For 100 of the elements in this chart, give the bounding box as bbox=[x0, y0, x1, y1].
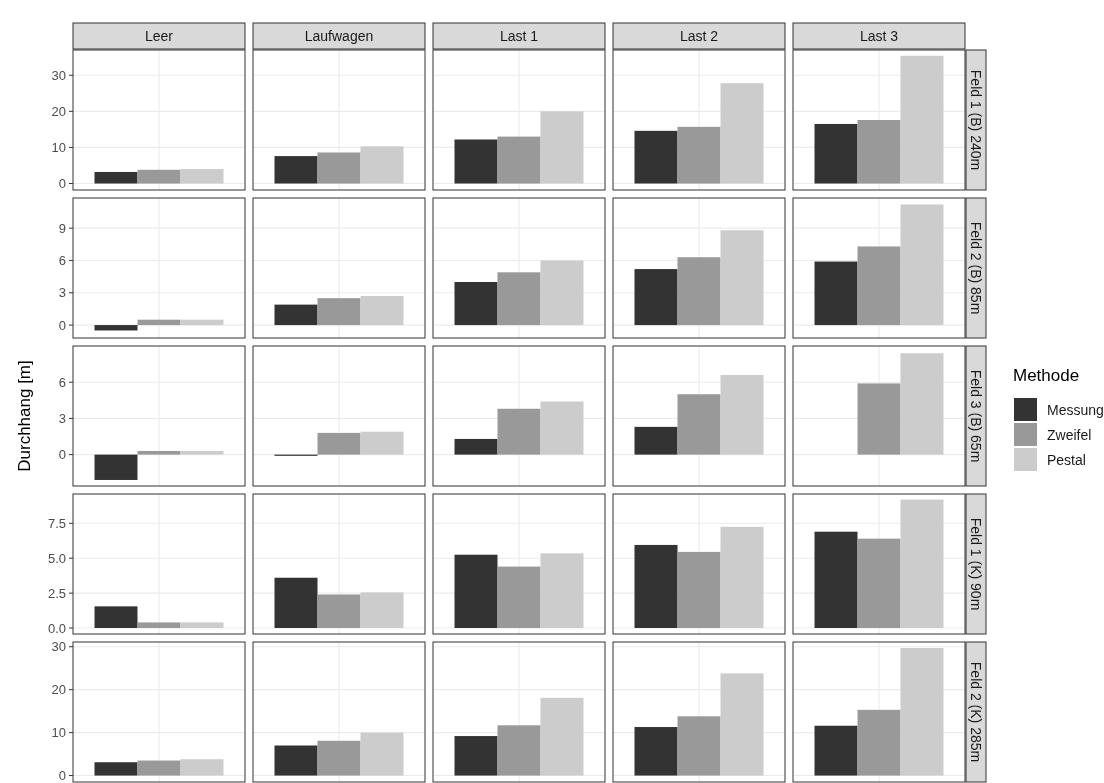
bar bbox=[360, 431, 404, 455]
bar bbox=[180, 759, 224, 776]
bar bbox=[900, 204, 944, 326]
y-tick-label: 10 bbox=[51, 139, 66, 155]
bar bbox=[137, 451, 181, 455]
legend-label: Messung bbox=[1047, 401, 1104, 418]
bar bbox=[274, 304, 318, 326]
bar bbox=[94, 762, 138, 776]
bar bbox=[720, 673, 764, 776]
bar bbox=[317, 594, 361, 628]
bar bbox=[634, 544, 678, 628]
bar bbox=[634, 269, 678, 326]
bar bbox=[317, 432, 361, 455]
x-tick-label: Last 2 bbox=[679, 27, 719, 44]
bar bbox=[677, 716, 721, 776]
bar bbox=[814, 725, 858, 776]
bar bbox=[540, 553, 584, 628]
annotation: Feld 1 (K) 90m bbox=[968, 517, 985, 611]
bar bbox=[634, 426, 678, 455]
y-tick-label: 6 bbox=[58, 253, 66, 269]
bar bbox=[497, 725, 541, 776]
y-tick-label: 20 bbox=[51, 103, 66, 119]
bar bbox=[677, 126, 721, 184]
legend-label: Zweifel bbox=[1047, 426, 1092, 443]
bar bbox=[137, 169, 181, 184]
bar bbox=[540, 401, 584, 455]
bar bbox=[274, 577, 318, 628]
bar bbox=[814, 531, 858, 628]
bar bbox=[814, 261, 858, 326]
bar bbox=[137, 622, 181, 628]
y-axis-title: Durchhang [m] bbox=[15, 360, 34, 472]
bar bbox=[317, 152, 361, 184]
bar bbox=[94, 171, 138, 184]
bar bbox=[454, 139, 498, 184]
y-tick-label: 0 bbox=[58, 447, 66, 463]
y-tick-label: 0 bbox=[58, 176, 66, 192]
bar bbox=[857, 383, 901, 455]
bar bbox=[137, 760, 181, 776]
y-tick-label: 20 bbox=[51, 682, 66, 698]
bar bbox=[180, 319, 224, 326]
bar bbox=[540, 697, 584, 776]
bar bbox=[677, 257, 721, 326]
bar bbox=[900, 55, 944, 184]
bar bbox=[94, 454, 138, 480]
x-tick-label: Last 3 bbox=[859, 27, 899, 44]
legend-label: Pestal bbox=[1047, 451, 1086, 468]
bar bbox=[317, 740, 361, 776]
bar bbox=[497, 408, 541, 455]
bar bbox=[497, 566, 541, 628]
x-tick-label: Last 1 bbox=[499, 27, 539, 44]
y-tick-label: 3 bbox=[58, 410, 66, 426]
bar bbox=[857, 709, 901, 776]
bar bbox=[180, 169, 224, 184]
bar bbox=[274, 156, 318, 184]
bar bbox=[274, 745, 318, 776]
bar bbox=[137, 319, 181, 326]
bar bbox=[677, 551, 721, 628]
y-tick-label: 2.5 bbox=[47, 585, 66, 601]
bar bbox=[454, 736, 498, 776]
annotation: Feld 2 (K) 285m bbox=[968, 661, 985, 763]
bar bbox=[94, 606, 138, 628]
bar bbox=[497, 272, 541, 326]
bar bbox=[634, 727, 678, 776]
bar bbox=[900, 499, 944, 628]
y-tick-label: 5.0 bbox=[47, 550, 66, 566]
legend-title: Methode bbox=[1013, 366, 1080, 385]
bar bbox=[720, 83, 764, 184]
bar bbox=[720, 230, 764, 326]
annotation: Feld 3 (B) 65m bbox=[968, 369, 985, 463]
y-tick-label: 7.5 bbox=[47, 515, 66, 531]
bar bbox=[360, 296, 404, 326]
y-tick-label: 0 bbox=[58, 317, 66, 333]
bar bbox=[634, 130, 678, 184]
bar bbox=[814, 123, 858, 184]
y-tick-label: 0.0 bbox=[47, 620, 66, 636]
x-tick-label: Leer bbox=[144, 27, 174, 44]
y-tick-label: 10 bbox=[51, 725, 66, 741]
x-tick-label: Laufwagen bbox=[304, 27, 374, 44]
bar bbox=[180, 622, 224, 628]
bar bbox=[857, 120, 901, 184]
bar bbox=[720, 526, 764, 628]
bar bbox=[360, 592, 404, 628]
bar bbox=[497, 136, 541, 184]
y-tick-label: 9 bbox=[58, 220, 66, 236]
y-tick-label: 30 bbox=[51, 67, 66, 83]
annotation: Feld 1 (B) 240m bbox=[968, 69, 985, 171]
bar bbox=[360, 732, 404, 776]
bar bbox=[720, 374, 764, 455]
bar bbox=[454, 282, 498, 326]
bar bbox=[540, 260, 584, 326]
bar bbox=[540, 111, 584, 184]
y-tick-label: 6 bbox=[58, 374, 66, 390]
bar bbox=[360, 146, 404, 184]
bar bbox=[900, 648, 944, 776]
annotation: Feld 2 (B) 85m bbox=[968, 221, 985, 315]
y-tick-label: 3 bbox=[58, 285, 66, 301]
bar bbox=[94, 325, 138, 331]
bar bbox=[857, 538, 901, 628]
bar bbox=[180, 451, 224, 455]
y-tick-label: 30 bbox=[51, 639, 66, 655]
